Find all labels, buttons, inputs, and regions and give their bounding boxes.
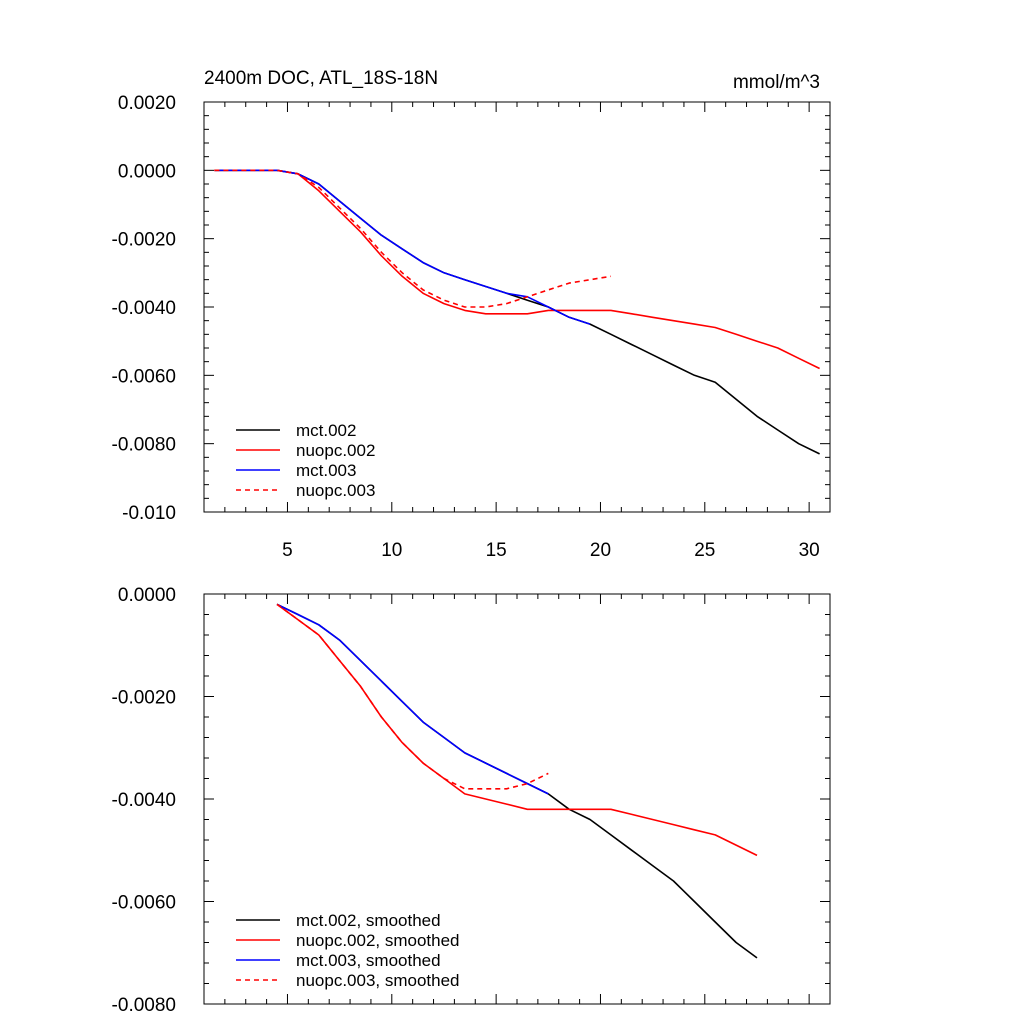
legend-label: nuopc.002, smoothed [296,931,460,950]
top-panel: 5 10 15 20 25 30 0.0020 0.0000 -0.0020 -0.0040 -0.… [112,68,831,561]
legend-label: mct.003 [296,461,356,480]
y-tick-label: -0.0080 [112,995,176,1016]
y-tick-label: -0.010 [122,503,176,524]
chart-title: 2400m DOC, ATL_18S-18N [204,68,438,89]
series-line-mct-003 [214,169,591,325]
y-tick-label: -0.0040 [112,298,176,319]
legend-label: nuopc.003, smoothed [296,971,460,990]
x-tick-label: 25 [694,540,715,561]
series-line-nuopc-002 [214,169,820,370]
x-tick-label: 20 [590,540,611,561]
series-line-nuopc-002-smoothed [276,603,758,857]
series-line-mct-003-smoothed [276,603,549,795]
legend-label: nuopc.003 [296,481,375,500]
series-line-nuopc-003-smoothed [276,603,549,790]
y-tick-label: -0.0080 [112,435,176,456]
series-line-mct-002-smoothed [276,603,758,959]
series-line-mct-002 [214,169,820,455]
y-tick-label: -0.0020 [112,688,176,709]
y-tick-label: -0.0060 [112,893,176,914]
series-line-nuopc-003 [214,169,612,308]
x-tick-label: 10 [381,540,402,561]
legend-label: nuopc.002 [296,441,375,460]
y-tick-label: -0.0060 [112,366,176,387]
x-tick-label: 5 [282,540,293,561]
y-tick-label: 0.0000 [118,161,176,182]
y-tick-label: -0.0020 [112,230,176,251]
x-tick-label: 15 [486,540,507,561]
y-tick-label: -0.0040 [112,790,176,811]
x-tick-label: 30 [799,540,820,561]
legend-label: mct.003, smoothed [296,951,441,970]
legend-label: mct.002, smoothed [296,911,441,930]
legend-label: mct.002 [296,421,356,440]
y-tick-label: 0.0020 [118,93,176,114]
y-tick-label: 0.0000 [118,585,176,606]
chart-units: mmol/m^3 [733,72,820,93]
bottom-panel: 0.0000 -0.0020 -0.0040 -0.0060 -0.0080 mct.00… [112,585,831,1016]
